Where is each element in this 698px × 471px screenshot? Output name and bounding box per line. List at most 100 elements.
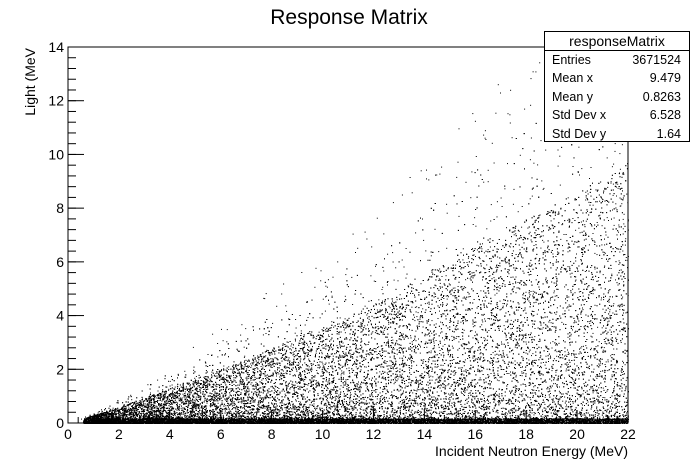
- data-point: [251, 362, 253, 364]
- data-point: [521, 280, 523, 282]
- data-point: [506, 244, 508, 245]
- data-point: [253, 412, 255, 414]
- data-point: [199, 396, 201, 398]
- data-point: [575, 260, 577, 262]
- data-point: [512, 408, 514, 410]
- data-point: [270, 386, 272, 388]
- data-point: [416, 381, 418, 383]
- data-point: [407, 337, 409, 339]
- data-point: [525, 407, 526, 409]
- data-point: [328, 303, 330, 305]
- data-point: [270, 364, 272, 366]
- data-point: [467, 257, 469, 259]
- data-point: [463, 348, 465, 350]
- data-point: [604, 364, 606, 365]
- data-point: [493, 417, 495, 419]
- data-point: [556, 369, 558, 371]
- data-point: [299, 361, 301, 363]
- data-point: [401, 373, 403, 375]
- data-point: [216, 386, 218, 388]
- data-point: [211, 374, 212, 376]
- data-point: [317, 373, 319, 375]
- data-point: [439, 350, 441, 351]
- data-point: [620, 205, 622, 207]
- data-point: [544, 403, 546, 405]
- data-point: [603, 266, 605, 268]
- data-point: [379, 371, 381, 373]
- data-point: [393, 352, 395, 354]
- data-point: [610, 405, 612, 407]
- data-point: [555, 405, 557, 407]
- data-point: [262, 365, 264, 367]
- data-point: [468, 419, 470, 421]
- data-point: [439, 310, 440, 312]
- data-point: [365, 402, 367, 404]
- data-point: [548, 411, 550, 413]
- data-point: [495, 390, 497, 392]
- data-point: [326, 295, 327, 297]
- data-point: [161, 403, 163, 405]
- data-point: [437, 380, 439, 382]
- data-point: [324, 345, 326, 347]
- data-point: [177, 373, 179, 375]
- data-point: [401, 303, 403, 305]
- data-point: [529, 369, 531, 371]
- data-point: [330, 390, 332, 392]
- data-point: [525, 405, 527, 407]
- data-point: [393, 368, 395, 370]
- data-point: [322, 363, 324, 365]
- data-point: [604, 305, 606, 307]
- data-point: [308, 366, 310, 368]
- data-point: [180, 407, 182, 409]
- data-point: [402, 307, 404, 309]
- data-point: [258, 400, 259, 402]
- data-point: [422, 308, 424, 310]
- data-point: [587, 352, 589, 353]
- data-point: [564, 363, 566, 365]
- data-point: [450, 405, 452, 407]
- data-point: [556, 307, 558, 309]
- data-point: [341, 417, 343, 419]
- data-point: [616, 416, 618, 418]
- data-point: [259, 417, 260, 419]
- data-point: [572, 341, 573, 343]
- data-point: [237, 384, 239, 386]
- data-point: [567, 242, 569, 244]
- data-point: [156, 413, 157, 415]
- data-point: [487, 249, 489, 251]
- data-point: [623, 213, 625, 215]
- data-point: [204, 393, 206, 395]
- data-point: [388, 323, 390, 325]
- data-point: [438, 408, 440, 410]
- data-point: [509, 246, 511, 248]
- data-point: [535, 237, 537, 238]
- data-point: [472, 346, 474, 348]
- data-point: [127, 413, 129, 415]
- data-point: [577, 246, 579, 248]
- data-point: [182, 393, 184, 395]
- data-point: [506, 402, 508, 404]
- data-point: [410, 406, 411, 408]
- data-point: [338, 397, 340, 399]
- data-point: [515, 374, 517, 376]
- data-point: [330, 346, 332, 348]
- data-point: [245, 370, 247, 372]
- data-point: [521, 375, 523, 377]
- data-point: [216, 415, 218, 417]
- data-point: [223, 373, 225, 375]
- data-point: [387, 253, 389, 255]
- data-point: [457, 385, 459, 387]
- data-point: [381, 348, 383, 350]
- data-point: [344, 384, 346, 386]
- data-point: [508, 411, 510, 413]
- data-point: [554, 295, 556, 297]
- data-point: [486, 264, 488, 266]
- data-point: [146, 416, 148, 417]
- data-point: [290, 364, 292, 366]
- data-point: [411, 341, 413, 343]
- data-point: [379, 392, 381, 394]
- data-point: [607, 361, 609, 363]
- data-point: [238, 391, 240, 392]
- data-point: [589, 322, 591, 324]
- data-point: [359, 415, 360, 417]
